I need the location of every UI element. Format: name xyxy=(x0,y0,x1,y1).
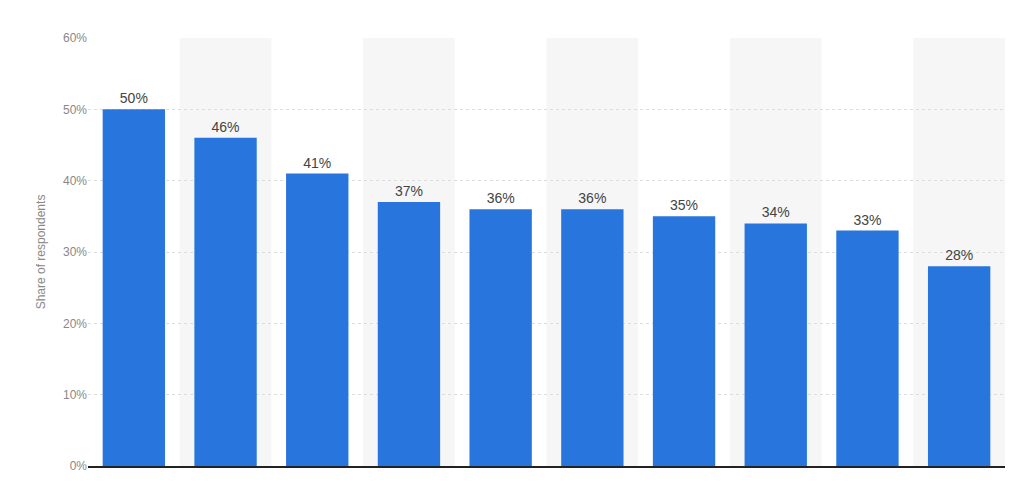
svg-text:34%: 34% xyxy=(762,204,790,220)
svg-text:35%: 35% xyxy=(670,197,698,213)
svg-text:30%: 30% xyxy=(63,245,87,259)
svg-text:50%: 50% xyxy=(120,90,148,106)
svg-text:10%: 10% xyxy=(63,388,87,402)
svg-text:50%: 50% xyxy=(63,103,87,117)
svg-text:28%: 28% xyxy=(945,247,973,263)
svg-text:46%: 46% xyxy=(212,119,240,135)
svg-text:Share of respondents: Share of respondents xyxy=(34,195,48,310)
svg-text:0%: 0% xyxy=(70,459,88,473)
svg-text:60%: 60% xyxy=(63,31,87,45)
svg-text:36%: 36% xyxy=(487,190,515,206)
svg-text:41%: 41% xyxy=(303,155,331,171)
svg-text:33%: 33% xyxy=(853,212,881,228)
svg-text:20%: 20% xyxy=(63,317,87,331)
svg-text:36%: 36% xyxy=(578,190,606,206)
svg-text:37%: 37% xyxy=(395,183,423,199)
svg-text:40%: 40% xyxy=(63,174,87,188)
